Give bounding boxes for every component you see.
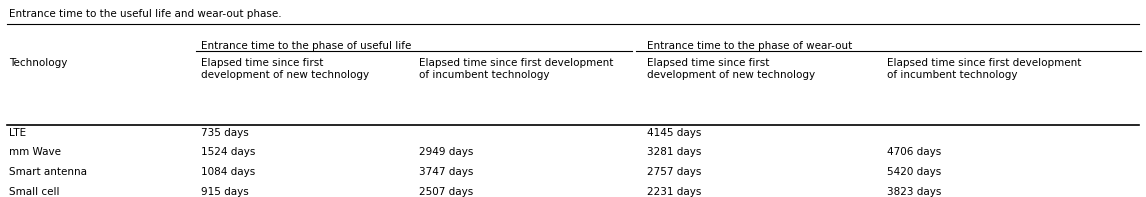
Text: Entrance time to the phase of wear-out: Entrance time to the phase of wear-out — [647, 41, 853, 51]
Text: 3823 days: 3823 days — [887, 187, 942, 197]
Text: Technology: Technology — [9, 58, 68, 68]
Text: LTE: LTE — [9, 128, 26, 138]
Text: Elapsed time since first
development of new technology: Elapsed time since first development of … — [202, 58, 369, 80]
Text: 915 days: 915 days — [202, 187, 249, 197]
Text: mm Wave: mm Wave — [9, 148, 62, 157]
Text: 2231 days: 2231 days — [647, 187, 701, 197]
Text: 735 days: 735 days — [202, 128, 249, 138]
Text: 4706 days: 4706 days — [887, 148, 942, 157]
Text: 2757 days: 2757 days — [647, 167, 701, 177]
Text: 3281 days: 3281 days — [647, 148, 701, 157]
Text: Small cell: Small cell — [9, 187, 60, 197]
Text: 2949 days: 2949 days — [418, 148, 473, 157]
Text: 4145 days: 4145 days — [647, 128, 701, 138]
Text: 5420 days: 5420 days — [887, 167, 942, 177]
Text: Smart antenna: Smart antenna — [9, 167, 87, 177]
Text: 1084 days: 1084 days — [202, 167, 256, 177]
Text: 1524 days: 1524 days — [202, 148, 256, 157]
Text: Elapsed time since first
development of new technology: Elapsed time since first development of … — [647, 58, 816, 80]
Text: Entrance time to the phase of useful life: Entrance time to the phase of useful lif… — [202, 41, 411, 51]
Text: Elapsed time since first development
of incumbent technology: Elapsed time since first development of … — [887, 58, 1082, 80]
Text: 3747 days: 3747 days — [418, 167, 473, 177]
Text: 2507 days: 2507 days — [418, 187, 473, 197]
Text: Entrance time to the useful life and wear-out phase.: Entrance time to the useful life and wea… — [9, 8, 282, 19]
Text: Elapsed time since first development
of incumbent technology: Elapsed time since first development of … — [418, 58, 613, 80]
